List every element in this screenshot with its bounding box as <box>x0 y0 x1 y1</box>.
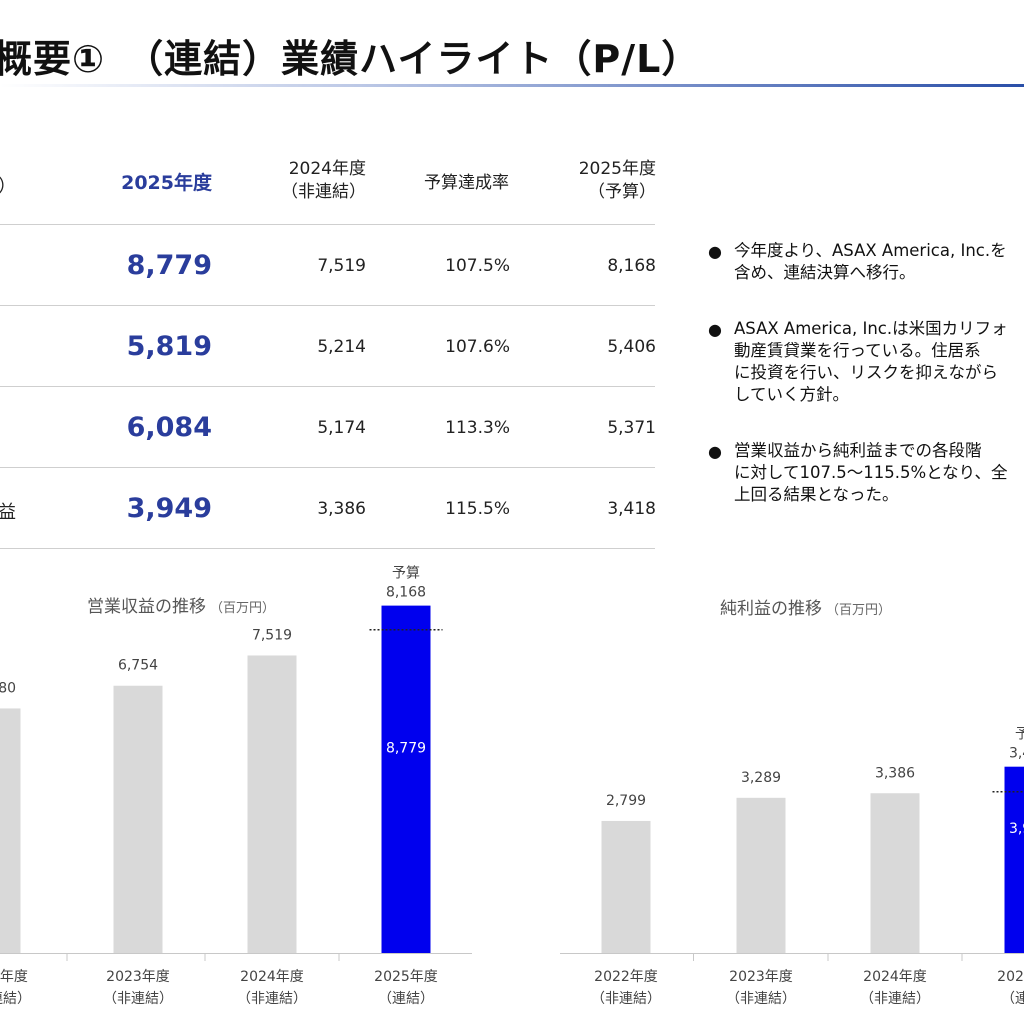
data-label: 3,949 <box>1009 821 1024 837</box>
bar-current-year <box>381 605 431 953</box>
table-cell: 107.5% <box>445 256 510 276</box>
table-divider <box>0 305 655 306</box>
table-cell: 8,168 <box>607 256 656 276</box>
x-tick-label: （連結） <box>1001 991 1024 1007</box>
table-cell: 5,174 <box>317 418 366 438</box>
x-tick-label: （非連結） <box>726 991 796 1007</box>
x-tick-label: 2022年度 <box>0 969 28 985</box>
bar <box>601 820 651 953</box>
table-divider <box>0 467 655 468</box>
data-label: 6,754 <box>118 658 158 674</box>
table-cell: 8,779 <box>126 250 212 281</box>
x-tick-label: 2023年度 <box>106 969 170 985</box>
data-label: 2,799 <box>606 793 646 809</box>
bar <box>247 655 297 953</box>
table-cell: 6,084 <box>126 412 212 443</box>
x-tick-label: 2025年度 <box>374 969 438 985</box>
col-header-2025: 2025年度 <box>121 172 212 194</box>
x-tick-label: （非連結） <box>591 991 661 1007</box>
budget-value-label: 3,418 <box>1009 746 1024 762</box>
table-cell: 107.6% <box>445 337 510 357</box>
bullet-item: ● 営業収益から純利益までの各段階 に対して107.5～115.5%となり、全 … <box>708 441 1008 504</box>
data-label: 3,289 <box>741 770 781 786</box>
x-tick-label: 2024年度 <box>240 969 304 985</box>
table-divider <box>0 224 655 225</box>
budget-label: 予算 <box>1015 727 1024 743</box>
data-label: 3,386 <box>875 765 915 781</box>
table-cell: 5,819 <box>126 331 212 362</box>
commentary-bullets: ● 今年度より、ASAX America, Inc.を 含め、連結決算へ移行。 … <box>706 240 1024 540</box>
x-tick-label: 2025年度 <box>997 969 1024 985</box>
bullet-dot-icon: ● <box>708 442 722 461</box>
table-cell: 3,418 <box>607 499 656 519</box>
bullet-dot-icon: ● <box>708 320 722 339</box>
bar <box>736 797 786 953</box>
table-cell: 3,949 <box>126 493 212 524</box>
x-tick-label: （非連結） <box>0 991 31 1007</box>
data-label: 8,779 <box>386 740 426 756</box>
data-label: 6,180 <box>0 680 16 696</box>
table-unit-label: ） <box>0 172 16 198</box>
bar <box>0 708 21 953</box>
x-tick-label: （非連結） <box>103 991 173 1007</box>
row-label-net-income: 益 <box>0 502 16 523</box>
data-label: 7,519 <box>252 627 292 643</box>
table-divider <box>0 548 655 549</box>
table-cell: 5,406 <box>607 337 656 357</box>
bar-current-year <box>1004 766 1024 953</box>
x-tick-label: 2024年度 <box>863 969 927 985</box>
table-cell: 7,519 <box>317 256 366 276</box>
x-tick-label: 2022年度 <box>594 969 658 985</box>
page-title: 概要① （連結）業績ハイライト（P/L） <box>0 37 701 81</box>
bullet-item: ● ASAX America, Inc.は米国カリフォ 動産賃貸業を行っている。… <box>708 319 1008 404</box>
table-cell: 113.3% <box>445 418 510 438</box>
x-tick-label: （非連結） <box>860 991 930 1007</box>
bar <box>870 793 920 953</box>
bar <box>113 685 163 953</box>
table-divider <box>0 386 655 387</box>
bullet-dot-icon: ● <box>708 242 722 261</box>
chart-title-net-income: 純利益の推移 （百万円） <box>720 599 892 619</box>
x-tick-label: （連結） <box>378 991 434 1007</box>
col-header-budget: 2025年度 （予算） <box>578 159 656 202</box>
table-cell: 5,371 <box>607 418 656 438</box>
col-header-2024: 2024年度 （非連結） <box>281 159 366 202</box>
budget-label: 予算 <box>392 566 420 582</box>
budget-value-label: 8,168 <box>386 585 426 601</box>
table-cell: 5,214 <box>317 337 366 357</box>
x-tick-label: （非連結） <box>237 991 307 1007</box>
col-header-achievement: 予算達成率 <box>424 173 509 193</box>
table-cell: 115.5% <box>445 499 510 519</box>
chart-title-revenue: 営業収益の推移 （百万円） <box>87 597 276 617</box>
table-cell: 3,386 <box>317 499 366 519</box>
x-tick-label: 2023年度 <box>729 969 793 985</box>
title-divider <box>0 84 1024 87</box>
bullet-item: ● 今年度より、ASAX America, Inc.を 含め、連結決算へ移行。 <box>708 241 1007 282</box>
